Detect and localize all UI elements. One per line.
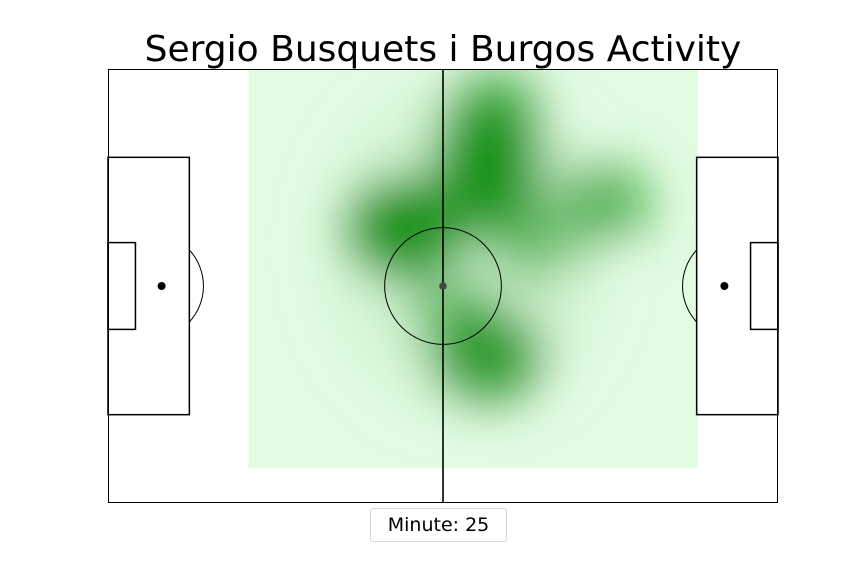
center-circle — [384, 227, 502, 345]
left-penalty-arc — [188, 249, 204, 323]
heat-peak-0 — [344, 176, 465, 281]
heat-peak-3 — [445, 69, 543, 153]
minute-slider-readout[interactable]: Minute: 25 — [370, 508, 507, 542]
heat-peak-5 — [554, 160, 651, 246]
heat-peak-7 — [493, 211, 578, 285]
heat-layer — [248, 69, 699, 468]
pitch-lines — [107, 69, 779, 503]
minute-label: Minute: — [387, 514, 460, 536]
chart-title: Sergio Busquets i Burgos Activity — [144, 29, 742, 70]
center-spot — [439, 282, 447, 290]
minute-value: 25 — [465, 514, 490, 536]
heat-peak-6 — [409, 273, 496, 350]
right-penalty-spot — [720, 282, 729, 290]
right-penalty-arc — [682, 249, 698, 323]
heat-blobs — [325, 69, 651, 413]
right-six-yard-box — [749, 241, 779, 331]
left-penalty-spot — [157, 282, 166, 290]
left-six-yard-box — [107, 241, 137, 331]
